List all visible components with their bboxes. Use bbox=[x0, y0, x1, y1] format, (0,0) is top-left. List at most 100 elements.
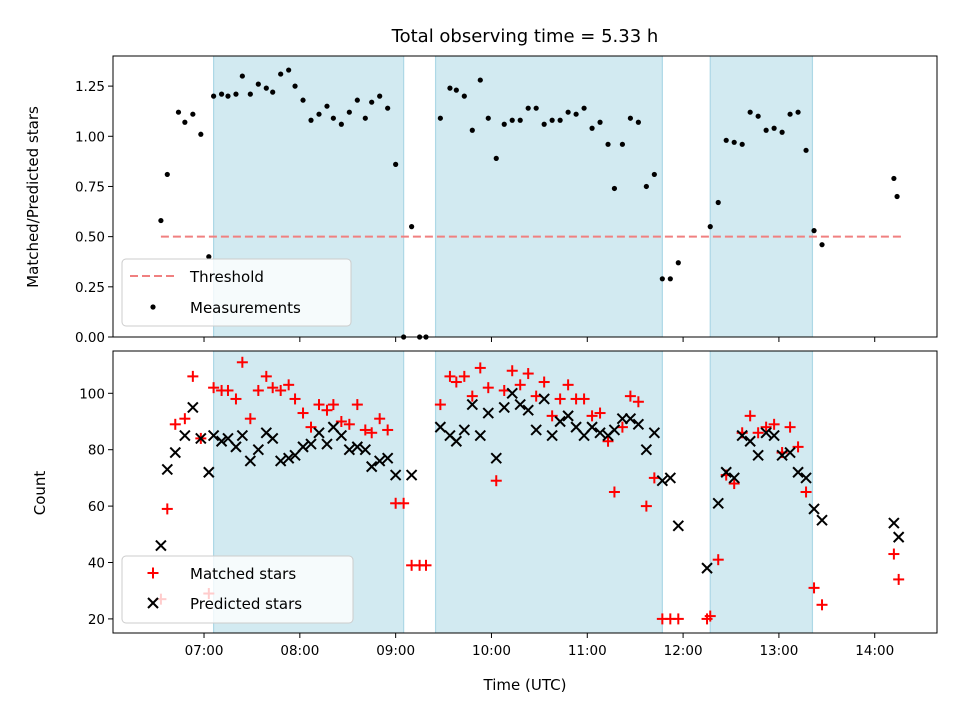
measurement-point bbox=[270, 89, 276, 95]
measurement-point bbox=[218, 91, 225, 97]
measurement-point bbox=[627, 115, 633, 121]
matched-star-point bbox=[530, 390, 542, 402]
predicted-star-point bbox=[514, 398, 526, 411]
matched-star-point bbox=[514, 379, 526, 391]
x-marker-b bbox=[482, 407, 494, 419]
matched-star-point bbox=[230, 393, 242, 405]
predicted-star-point bbox=[297, 441, 309, 453]
measurement-point bbox=[619, 141, 626, 147]
x-marker-b bbox=[450, 435, 463, 447]
measurement-point bbox=[787, 111, 793, 117]
bottom-y-tick-label: 100 bbox=[79, 386, 105, 402]
matched-star-point bbox=[297, 407, 309, 419]
x-marker-b bbox=[222, 432, 234, 445]
measurement-point bbox=[233, 91, 239, 97]
measurement-point bbox=[597, 119, 603, 125]
predicted-star-point bbox=[335, 429, 348, 442]
x-marker-b bbox=[888, 517, 900, 529]
measurement-point bbox=[635, 119, 641, 125]
x-marker-b bbox=[274, 455, 287, 467]
legend-measurements-swatch bbox=[150, 304, 156, 310]
measurement-point bbox=[605, 141, 611, 147]
measurement-point bbox=[731, 139, 737, 145]
measurement-point bbox=[675, 260, 681, 266]
predicted-star-point bbox=[230, 441, 242, 453]
x-marker-b bbox=[282, 452, 295, 464]
x-marker-b bbox=[498, 401, 510, 414]
predicted-star-point bbox=[888, 517, 900, 529]
bottom-x-tick-label: 10:00 bbox=[472, 643, 511, 659]
predicted-star-point bbox=[389, 469, 402, 481]
bottom-x-tick-label: 07:00 bbox=[185, 643, 224, 659]
matched-star-point bbox=[327, 399, 339, 411]
x-marker-b bbox=[728, 472, 740, 484]
predicted-star-point bbox=[195, 432, 207, 445]
observing-window bbox=[435, 56, 663, 337]
matched-star-point bbox=[760, 421, 772, 433]
predicted-star-point bbox=[640, 443, 653, 456]
matched-star-point bbox=[816, 599, 828, 611]
matched-star-point bbox=[434, 399, 446, 411]
measurement-point bbox=[581, 105, 587, 111]
matched-star-point bbox=[187, 370, 199, 382]
x-marker-b bbox=[474, 429, 486, 442]
matched-star-point bbox=[616, 421, 628, 433]
measurement-point bbox=[715, 199, 721, 206]
measurement-point bbox=[819, 242, 825, 248]
predicted-star-point bbox=[147, 597, 159, 609]
measurement-point bbox=[573, 111, 579, 117]
predicted-star-point bbox=[816, 514, 828, 526]
matched-star-point bbox=[712, 554, 724, 566]
top-y-tick-label: 0.25 bbox=[75, 280, 105, 296]
measurement-point bbox=[300, 97, 306, 103]
measurement-point bbox=[891, 175, 897, 182]
measurement-point bbox=[795, 109, 801, 115]
x-marker-b bbox=[373, 455, 386, 467]
bottom-y-tick-label: 80 bbox=[88, 443, 105, 459]
x-marker-b bbox=[752, 449, 764, 462]
measurement-point bbox=[493, 155, 499, 161]
measurement-point bbox=[651, 171, 657, 178]
matched-star-point bbox=[728, 478, 740, 490]
matched-star-point bbox=[648, 472, 660, 484]
predicted-star-point bbox=[594, 427, 606, 439]
measurement-point bbox=[286, 67, 292, 73]
predicted-star-point bbox=[207, 429, 220, 442]
measurement-point bbox=[263, 85, 269, 91]
observing-window bbox=[710, 56, 813, 337]
x-marker-b bbox=[608, 424, 621, 436]
top-y-tick-label: 0.50 bbox=[75, 230, 105, 246]
measurement-point bbox=[755, 113, 761, 119]
x-marker-b bbox=[359, 443, 372, 456]
matched-star-point bbox=[366, 427, 378, 439]
observing-window bbox=[710, 351, 813, 633]
x-marker-b bbox=[187, 401, 199, 414]
x-marker-b bbox=[594, 427, 606, 439]
predicted-star-point bbox=[808, 503, 820, 515]
x-marker-b bbox=[808, 503, 820, 515]
measurement-point bbox=[453, 87, 459, 93]
predicted-star-point bbox=[712, 497, 724, 509]
x-marker-b bbox=[321, 438, 333, 450]
x-marker-b bbox=[405, 469, 418, 481]
matched-star-point bbox=[752, 427, 764, 439]
predicted-star-point bbox=[351, 441, 364, 453]
x-marker-b bbox=[147, 597, 159, 609]
matched-star-point bbox=[283, 379, 295, 391]
predicted-star-point bbox=[274, 455, 287, 467]
predicted-star-point bbox=[169, 446, 181, 459]
top-y-tick-label: 0.00 bbox=[75, 330, 105, 346]
matched-star-point bbox=[420, 559, 432, 571]
measurement-point bbox=[393, 161, 399, 167]
matched-star-point bbox=[466, 390, 478, 402]
matched-star-point bbox=[893, 573, 905, 585]
matched-star-point bbox=[343, 418, 355, 430]
predicted-star-point bbox=[187, 401, 199, 414]
bottom-y-tick-label: 60 bbox=[88, 499, 105, 515]
matched-star-point bbox=[506, 365, 518, 377]
predicted-star-point bbox=[546, 429, 558, 442]
bottom-x-tick-label: 09:00 bbox=[376, 643, 415, 659]
measurement-point bbox=[247, 91, 253, 97]
matched-star-point bbox=[275, 384, 287, 396]
measurement-point bbox=[369, 99, 375, 105]
